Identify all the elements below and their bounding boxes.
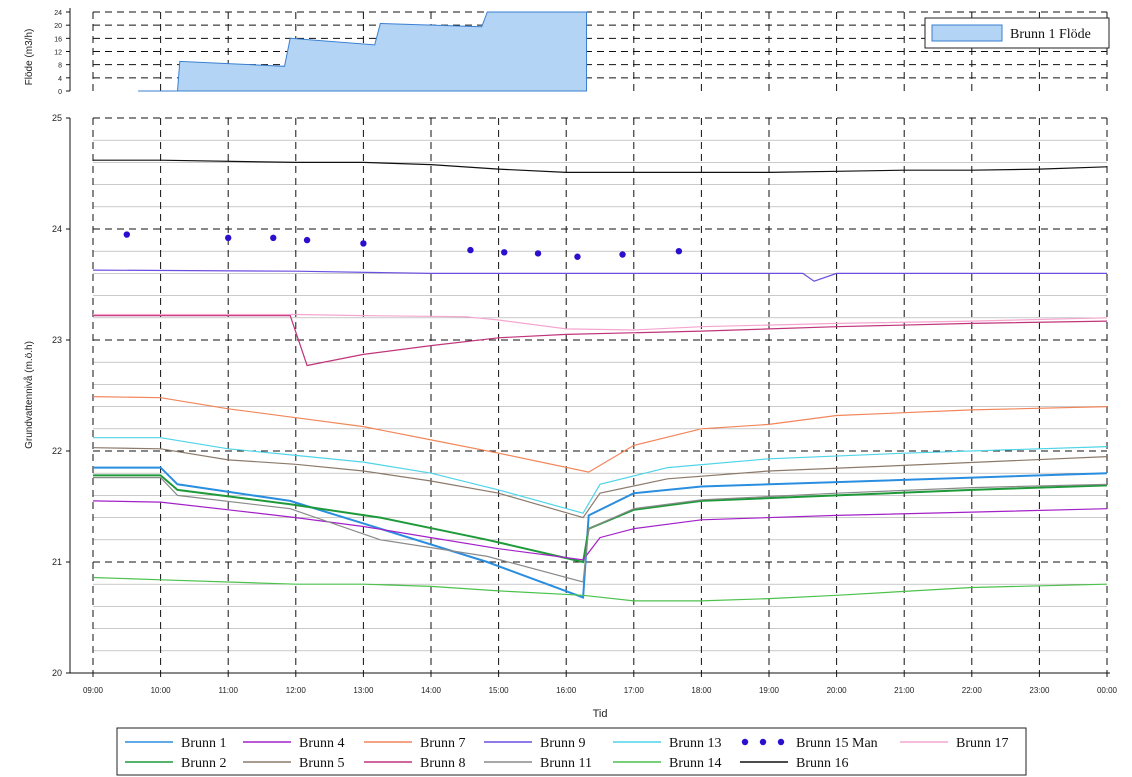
point-brunn-15-man xyxy=(619,251,626,258)
line-brunn-16 xyxy=(93,159,1108,173)
x-tick-label: 21:00 xyxy=(894,686,915,695)
flow-y-tick-label: 12 xyxy=(54,50,62,57)
line-brunn-4 xyxy=(92,500,1108,561)
point-brunn-15-man xyxy=(675,248,683,255)
line-brunn-8 xyxy=(93,315,1108,367)
x-tick-label: 20:00 xyxy=(827,686,848,695)
x-tick-label: 19:00 xyxy=(759,686,780,695)
level-y-tick-label: 24 xyxy=(52,224,62,234)
point-brunn-15-man xyxy=(123,231,130,238)
point-brunn-15-man xyxy=(360,240,367,247)
point-brunn-15-man xyxy=(303,236,311,244)
line-brunn-5 xyxy=(92,447,1108,519)
legend-label-brunn-5: Brunn 5 xyxy=(299,756,345,771)
level-y-tick-label: 20 xyxy=(52,668,62,678)
legend-label-brunn-9: Brunn 9 xyxy=(540,736,586,751)
flow-panel: 0 4 8 12 16 20 24 xyxy=(54,8,1108,96)
x-tick-label: 23:00 xyxy=(1029,686,1050,695)
line-brunn-1 xyxy=(93,466,1108,599)
legend-swatch-brunn-15-man xyxy=(741,738,749,746)
flow-y-tick-label: 16 xyxy=(54,36,62,43)
x-tick-label: 17:00 xyxy=(624,686,645,695)
flow-y-tick-label: 24 xyxy=(54,10,62,17)
legend-label-brunn-2: Brunn 2 xyxy=(181,756,227,771)
x-tick-label: 14:00 xyxy=(421,686,442,695)
level-y-tick-label: 21 xyxy=(52,557,62,567)
flow-y-axis-label: Flöde (m3/h) xyxy=(24,29,35,86)
legend-label-brunn-1: Brunn 1 xyxy=(181,736,227,751)
main-legend-box xyxy=(116,727,1027,776)
line-brunn-14 xyxy=(92,576,1108,602)
main-legend: Brunn 1 Brunn 4 Brunn 7 Brunn 9 Brunn 13 Brun… xyxy=(116,727,1027,776)
level-y-axis-label: Grundvattennivå (m.ö.h) xyxy=(23,341,35,449)
flow-y-tick-label: 8 xyxy=(58,63,62,70)
legend-label-brunn-16: Brunn 16 xyxy=(796,756,849,771)
x-tick-label: 22:00 xyxy=(962,686,983,695)
line-brunn-17 xyxy=(93,313,1108,331)
flow-area xyxy=(138,11,587,92)
level-y-tick-label: 22 xyxy=(52,446,62,456)
point-brunn-15-man xyxy=(270,234,277,242)
legend-swatch-brunn-15-man xyxy=(759,738,767,746)
point-brunn-15-man xyxy=(534,250,542,257)
flow-legend-label: Brunn 1 Flöde xyxy=(1010,27,1091,42)
x-axis-label: Tid xyxy=(593,708,608,720)
line-brunn-9 xyxy=(92,269,1107,282)
line-brunn-13 xyxy=(93,437,1108,514)
point-brunn-15-man xyxy=(501,249,508,256)
legend-swatch-brunn-15-man xyxy=(777,738,785,746)
groundwater-level-panel: 20 21 22 23 24 25 09:00 10:00 11:00 12:00 13:00 14:… xyxy=(52,113,1118,695)
x-tick-label: 11:00 xyxy=(218,686,238,695)
legend-label-brunn-8: Brunn 8 xyxy=(420,756,466,771)
legend-label-brunn-14: Brunn 14 xyxy=(669,756,722,771)
flow-y-tick-label: 20 xyxy=(54,23,62,30)
flow-y-tick-label: 0 xyxy=(58,89,62,96)
line-brunn-11 xyxy=(93,477,1108,583)
point-brunn-15-man xyxy=(467,246,474,254)
x-tick-label: 10:00 xyxy=(151,686,172,695)
x-tick-label: 13:00 xyxy=(353,686,374,695)
legend-label-brunn-15-man: Brunn 15 Man xyxy=(796,736,878,751)
legend-label-brunn-17: Brunn 17 xyxy=(956,736,1009,751)
x-tick-label: 12:00 xyxy=(286,686,307,695)
x-tick-label: 16:00 xyxy=(556,686,577,695)
point-brunn-15-man xyxy=(574,253,581,260)
line-brunn-2 xyxy=(93,474,1108,564)
flow-legend: Brunn 1 Flöde xyxy=(924,17,1110,49)
line-brunn-7 xyxy=(92,396,1108,473)
level-y-tick-label: 25 xyxy=(52,113,62,123)
x-tick-label: 18:00 xyxy=(691,686,712,695)
level-y-tick-label: 23 xyxy=(52,335,62,345)
flow-y-tick-label: 4 xyxy=(58,76,62,83)
x-tick-label: 09:00 xyxy=(83,686,104,695)
x-tick-label: 15:00 xyxy=(489,686,510,695)
legend-label-brunn-7: Brunn 7 xyxy=(420,736,466,751)
legend-label-brunn-13: Brunn 13 xyxy=(669,736,722,751)
legend-label-brunn-11: Brunn 11 xyxy=(540,756,592,771)
point-brunn-15-man xyxy=(225,234,232,242)
legend-label-brunn-4: Brunn 4 xyxy=(299,736,345,751)
x-tick-label: 00:00 xyxy=(1097,686,1118,695)
flow-legend-swatch xyxy=(931,24,1003,42)
